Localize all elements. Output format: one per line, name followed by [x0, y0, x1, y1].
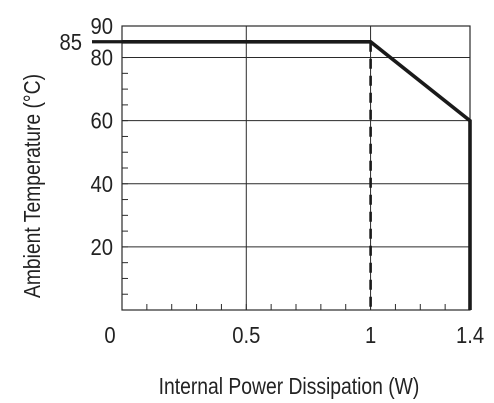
- tick-layer: 20 40 60 80 90 0 0.5 1 1.4 85: [59, 13, 484, 349]
- y-tick-label: 40: [90, 171, 113, 198]
- y-callout-label: 85: [59, 29, 82, 56]
- derating-curve: [122, 40, 472, 310]
- label-layer: Ambient Temperature (°C) Internal Power …: [21, 74, 420, 399]
- x-tick-label: 1.4: [456, 322, 484, 349]
- x-tick-label: 0: [104, 322, 115, 349]
- x-axis-label: Internal Power Dissipation (W): [159, 375, 420, 400]
- x-tick-label: 0.5: [232, 322, 260, 349]
- y-tick-label: 90: [90, 13, 113, 40]
- y-tick-label: 20: [90, 234, 113, 261]
- x-tick-label: 1: [365, 322, 376, 349]
- y-tick-label: 60: [90, 107, 113, 134]
- grid-layer: [121, 25, 471, 311]
- plot-frame: [121, 25, 471, 311]
- y-axis-label: Ambient Temperature (°C): [21, 74, 46, 298]
- y-tick-label: 80: [90, 44, 113, 71]
- series-layer: [92, 40, 472, 310]
